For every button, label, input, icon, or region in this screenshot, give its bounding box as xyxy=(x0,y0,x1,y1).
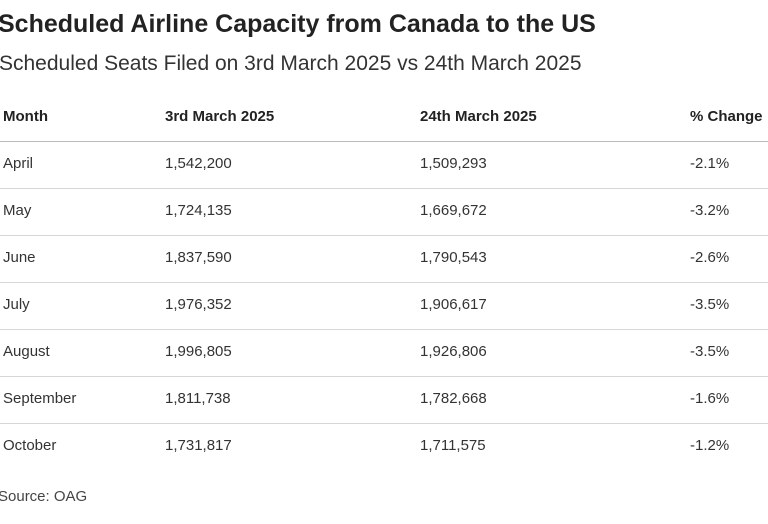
table-cell: -3.5% xyxy=(690,296,730,313)
table-cell: 1,926,806 xyxy=(420,343,487,360)
column-header: % Change xyxy=(690,108,763,125)
column-header: Month xyxy=(3,108,48,125)
column-header: 3rd March 2025 xyxy=(165,108,275,125)
table-cell: 1,711,575 xyxy=(420,437,486,454)
table-cell: -3.2% xyxy=(690,202,730,219)
table-cell: September xyxy=(3,390,77,407)
table-cell: 1,906,617 xyxy=(420,296,487,313)
table-cell: 1,811,738 xyxy=(165,390,231,407)
row-rule xyxy=(0,376,768,377)
header-rule xyxy=(0,141,768,142)
row-rule xyxy=(0,188,768,189)
row-rule xyxy=(0,329,768,330)
table-cell: May xyxy=(3,202,32,219)
table-cell: -2.1% xyxy=(690,155,730,172)
row-rule xyxy=(0,235,768,236)
column-header: 24th March 2025 xyxy=(420,108,537,125)
table-cell: 1,669,672 xyxy=(420,202,487,219)
table-cell: August xyxy=(3,343,50,360)
row-rule xyxy=(0,282,768,283)
table-cell: 1,782,668 xyxy=(420,390,487,407)
table-cell: 1,542,200 xyxy=(165,155,232,172)
source: Source: OAG xyxy=(0,488,88,505)
table-cell: 1,509,293 xyxy=(420,155,487,172)
table-cell: -1.6% xyxy=(690,390,730,407)
table-cell: -1.2% xyxy=(690,437,730,454)
table-cell: 1,724,135 xyxy=(165,202,232,219)
table-cell: July xyxy=(3,296,30,313)
row-rule xyxy=(0,423,768,424)
table-cell: -2.6% xyxy=(690,249,730,266)
table-cell: June xyxy=(3,249,36,266)
table-cell: 1,731,817 xyxy=(165,437,232,454)
table-cell: April xyxy=(3,155,34,172)
table-cell: -3.5% xyxy=(690,343,730,360)
table-cell: 1,837,590 xyxy=(165,249,232,266)
subtitle: Scheduled Seats Filed on 3rd March 2025 … xyxy=(0,52,582,75)
title: Scheduled Airline Capacity from Canada t… xyxy=(0,10,596,38)
table-cell: 1,996,805 xyxy=(165,343,232,360)
table-cell: 1,976,352 xyxy=(165,296,232,313)
table-cell: October xyxy=(3,437,57,454)
table-cell: 1,790,543 xyxy=(420,249,487,266)
